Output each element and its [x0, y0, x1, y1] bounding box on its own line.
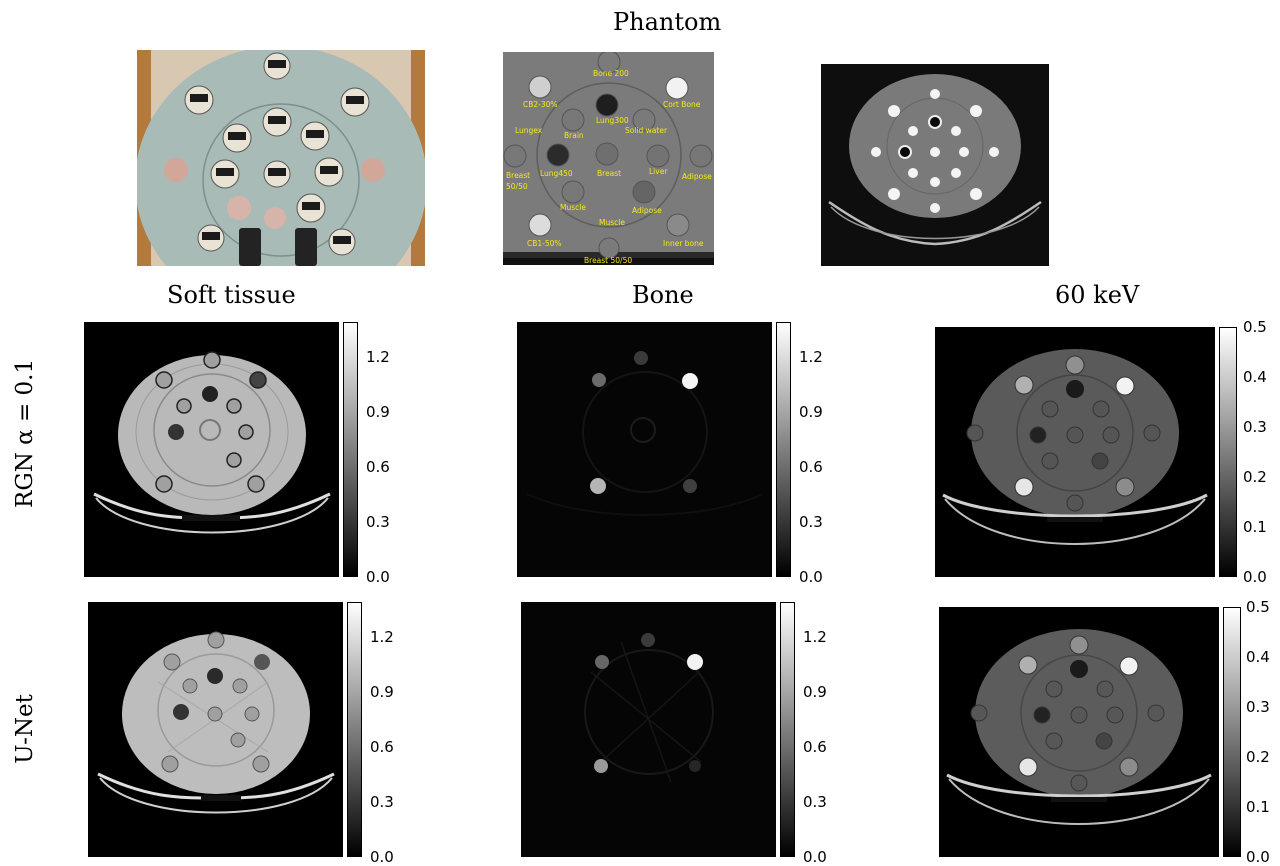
annotation-adipose2: Adipose [632, 206, 662, 215]
phantom-title: Phantom [613, 8, 722, 36]
annotation-brain: Brain [564, 131, 584, 140]
unet-60kev-image [939, 607, 1219, 857]
annotation-lung300: Lung300 [596, 116, 629, 125]
tick-label: 0.5 [1246, 598, 1270, 616]
tick-label: 1.2 [799, 348, 823, 366]
phantom-annotated-ct: Bone 200 CB2-30% Cort Bone Lung300 Lunge… [503, 50, 714, 265]
ticks-rgn-60kev: 0.0 0.1 0.2 0.3 0.4 0.5 [1237, 318, 1277, 586]
row-label-rgn: RGN α = 0.1 [12, 358, 38, 508]
colorbar-rgn-soft-tissue [343, 322, 358, 577]
tick-label: 0.2 [1243, 468, 1267, 486]
ticks-rgn-bone: 0.0 0.3 0.6 0.9 1.2 [791, 322, 831, 586]
ticks-unet-bone: 0.0 0.3 0.6 0.9 1.2 [795, 602, 835, 866]
colorbar-unet-bone [780, 602, 795, 857]
tick-label: 0.3 [1246, 698, 1270, 716]
tick-label: 0.0 [1246, 848, 1270, 866]
tick-label: 0.6 [799, 458, 823, 476]
annotation-breast: Breast [597, 169, 621, 178]
tick-label: 0.6 [803, 738, 827, 756]
annotation-breast5050a: Breast [506, 171, 530, 180]
tick-label: 0.3 [799, 513, 823, 531]
tick-label: 0.9 [370, 683, 394, 701]
tick-label: 0.2 [1246, 748, 1270, 766]
annotation-cortbone: Cort Bone [663, 100, 701, 109]
tick-label: 0.1 [1243, 518, 1267, 536]
tick-label: 0.0 [366, 568, 390, 586]
phantom-photo [135, 46, 427, 318]
tick-label: 0.6 [366, 458, 390, 476]
tick-label: 1.2 [803, 628, 827, 646]
annotation-innerbone: Inner bone [663, 239, 704, 248]
tick-label: 0.3 [803, 793, 827, 811]
tick-label: 0.9 [799, 403, 823, 421]
tick-label: 0.0 [799, 568, 823, 586]
annotation-bone200: Bone 200 [593, 69, 629, 78]
tick-label: 0.1 [1246, 798, 1270, 816]
tick-label: 0.5 [1243, 318, 1267, 336]
tick-label: 0.0 [370, 848, 394, 866]
tick-label: 0.4 [1246, 648, 1270, 666]
colorbar-unet-soft-tissue [347, 602, 362, 857]
tick-label: 0.0 [1243, 568, 1267, 586]
rgn-60kev-image [935, 327, 1215, 577]
annotation-cb150: CB1-50% [527, 239, 562, 248]
colorbar-unet-60kev [1223, 607, 1241, 857]
tick-label: 0.6 [370, 738, 394, 756]
rgn-soft-tissue-image [84, 322, 339, 577]
colorbar-rgn-bone [776, 322, 791, 577]
annotation-lung450: Lung450 [540, 169, 573, 178]
tick-label: 0.0 [803, 848, 827, 866]
annotation-solidwater: Solid water [625, 126, 668, 135]
annotation-adipose1: Adipose [682, 172, 712, 181]
row-label-unet: U-Net [12, 694, 38, 764]
tick-label: 0.9 [803, 683, 827, 701]
annotation-liver: Liver [649, 167, 668, 176]
annotation-cb230: CB2-30% [523, 100, 558, 109]
column-title-60kev: 60 keV [1055, 281, 1140, 309]
phantom-ct-scan [821, 64, 1049, 266]
ticks-unet-soft-tissue: 0.0 0.3 0.6 0.9 1.2 [362, 602, 402, 866]
tick-label: 0.3 [370, 793, 394, 811]
tick-label: 0.3 [366, 513, 390, 531]
unet-soft-tissue-image [88, 602, 343, 857]
column-title-bone: Bone [632, 281, 694, 309]
annotation-muscle2: Muscle [599, 218, 625, 227]
rgn-bone-image [517, 322, 772, 577]
annotation-breast5050b: Breast 50/50 [584, 256, 632, 265]
tick-label: 0.3 [1243, 418, 1267, 436]
ticks-unet-60kev: 0.0 0.1 0.2 0.3 0.4 0.5 [1241, 598, 1280, 866]
ticks-rgn-soft-tissue: 0.0 0.3 0.6 0.9 1.2 [358, 322, 398, 586]
annotation-breast5050a-2: 50/50 [506, 182, 528, 191]
tick-label: 0.9 [366, 403, 390, 421]
annotation-muscle1: Muscle [560, 203, 586, 212]
unet-bone-image [521, 602, 776, 857]
tick-label: 1.2 [370, 628, 394, 646]
column-title-soft-tissue: Soft tissue [167, 281, 296, 309]
tick-label: 1.2 [366, 348, 390, 366]
annotation-lungex: Lungex [515, 126, 543, 135]
tick-label: 0.4 [1243, 368, 1267, 386]
colorbar-rgn-60kev [1219, 327, 1237, 577]
